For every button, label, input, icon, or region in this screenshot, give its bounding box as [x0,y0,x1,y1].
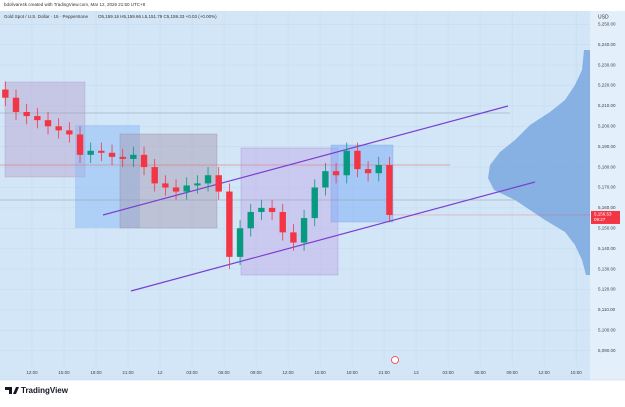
channel-line [130,181,536,292]
symbol-title: Gold Spot / U.S. Dollar · 15 · Peppersto… [4,14,89,19]
logo-mark [5,387,19,394]
y-tick-label: 5,130.00 [598,266,616,271]
candle-body [215,175,222,192]
y-tick-label: 5,100.00 [598,327,616,332]
candle-body [98,150,105,153]
x-tick-label: 15:00 [570,370,582,375]
range-box [240,147,339,276]
candle-body [76,134,84,155]
candles [2,81,393,270]
candle-body [311,187,318,219]
x-tick-label: 09:00 [250,370,262,375]
x-tick-label: 12 [158,370,164,375]
x-tick-label: 12:00 [282,370,294,375]
candle-body [130,154,137,159]
candle-body [172,187,180,192]
candle-body [247,211,254,229]
candle-body [364,169,372,174]
y-tick-label: 5,220.00 [598,83,616,88]
candle-body [226,191,233,257]
candle-body [162,183,169,188]
last-price-label: 5,156.53 [594,212,612,217]
x-tick-label: 12:00 [26,370,38,375]
candle-body [204,175,212,184]
candle-body [332,171,340,176]
candle-body [343,150,350,176]
x-tick-label: 18:00 [346,370,358,375]
y-tick-label: 5,250.00 [598,21,616,26]
y-tick-label: 5,150.00 [598,225,616,230]
x-tick-label: 15:00 [58,370,70,375]
header: bdolivare4k created with TradingView.com… [4,2,146,7]
x-tick-label: 06:00 [474,370,486,375]
y-tick-label: 5,210.00 [598,103,616,108]
x-tick-label: 12:00 [538,370,550,375]
candle-body [140,154,148,168]
y-tick-label: 5,180.00 [598,164,616,169]
x-tick-label: 18:00 [90,370,102,375]
candle-body [12,97,20,112]
y-tick-label: 5,090.00 [598,348,616,353]
ohlc-legend: O5,159.16 H5,159.66 L5,151.79 C5,159.33 … [98,14,217,19]
candle-body [258,207,265,212]
y-tick-label: 5,230.00 [598,62,616,67]
candle-body [34,116,41,121]
candle-body [375,165,382,174]
candle-body [354,150,361,170]
candle-body [44,120,52,127]
range-box [330,144,394,223]
candle-body [386,165,393,215]
candle-body [119,156,126,159]
range-box [4,81,86,178]
y-tick-label: 5,120.00 [598,287,616,292]
y-tick-label: 5,110.00 [598,307,616,312]
y-tick-label: 5,240.00 [598,42,616,47]
x-tick-label: 21:00 [122,370,134,375]
countdown-label: 09:27 [594,217,606,222]
candle-body [87,150,94,155]
candle-body [194,183,201,186]
x-tick-label: 09:00 [506,370,518,375]
logo: TradingView [5,386,69,395]
candle-body [55,126,62,131]
volume-profile [488,50,590,275]
candle-body [236,228,244,257]
x-tick-label: 21:00 [378,370,390,375]
channel-line [102,105,509,216]
candle-body [290,232,297,243]
y-tick-label: 5,140.00 [598,246,616,251]
x-tick-label: 15:00 [314,370,326,375]
candle-body [322,171,329,188]
footer-brand: TradingView [21,386,69,395]
candle-body [151,167,158,184]
candle-body [23,111,30,117]
range-box [75,125,140,228]
y-tick-label: 5,170.00 [598,185,616,190]
y-tick-label: 5,160.00 [598,205,616,210]
candle-body [108,152,116,157]
candle-body [279,211,286,233]
event-icon[interactable] [391,356,399,364]
candle-body [300,218,308,243]
last-price-box [591,210,620,224]
candle-body [268,207,276,212]
x-tick-label: 03:00 [186,370,198,375]
candle-body [2,89,9,98]
price-axis [590,11,625,380]
currency: USD [598,14,609,20]
y-tick-label: 5,200.00 [598,123,616,128]
x-tick-label: 03:00 [442,370,454,375]
x-tick-label: 13 [414,370,420,375]
y-tick-label: 5,190.00 [598,144,616,149]
range-box [119,133,218,229]
candle-body [66,130,73,135]
candle-body [183,185,190,192]
x-tick-label: 06:00 [218,370,230,375]
